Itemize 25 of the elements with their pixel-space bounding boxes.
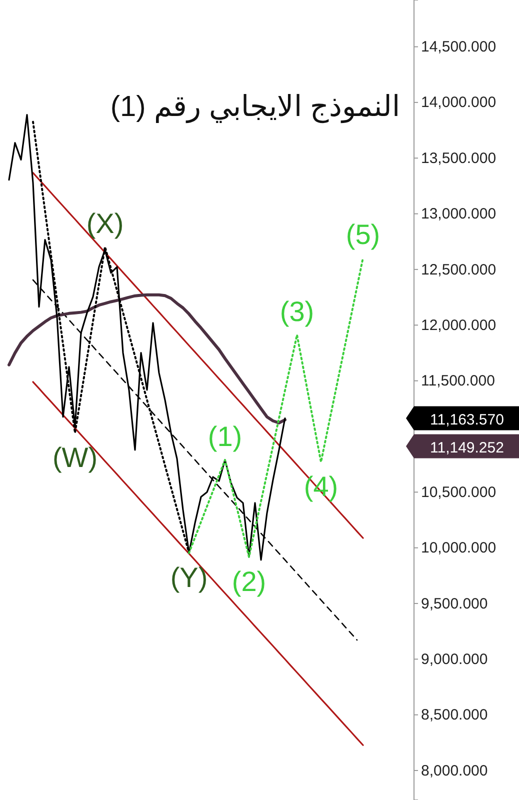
y-tick-label: 9,500.000: [421, 595, 488, 612]
annotation: (Y): [170, 562, 208, 593]
line-series: [188, 256, 364, 558]
y-tick-label: 12,500.000: [421, 261, 496, 278]
y-tick-label: 8,500.000: [421, 706, 488, 724]
text: النموذج الايجابي رقم (1): [110, 91, 400, 124]
annotation: (3): [280, 296, 314, 327]
annotation: (W): [52, 442, 98, 473]
y-tick-label: 13,000.000: [421, 206, 496, 223]
y-tick-label: 14,500.000: [421, 38, 496, 56]
y-tick-label: 13,500.000: [421, 150, 496, 167]
annotation: (X): [86, 208, 124, 239]
y-tick-label: 12,000.000: [421, 316, 496, 334]
line-series: [32, 381, 364, 746]
y-tick-label: 8,000.000: [421, 762, 488, 780]
y-tick-label: 10,000.000: [421, 540, 496, 557]
y-tick-label: 11,500.000: [421, 372, 495, 390]
y-tick-label: 9,000.000: [421, 650, 488, 668]
annotation: (2): [232, 566, 266, 597]
y-tick-label: 10,500.000: [421, 484, 496, 501]
text: 11,163.570: [430, 411, 504, 428]
text: 11,149.252: [430, 439, 504, 456]
annotation: (5): [346, 218, 380, 250]
annotation: (1): [208, 420, 242, 452]
y-tick-label: 14,000.000: [421, 94, 496, 112]
